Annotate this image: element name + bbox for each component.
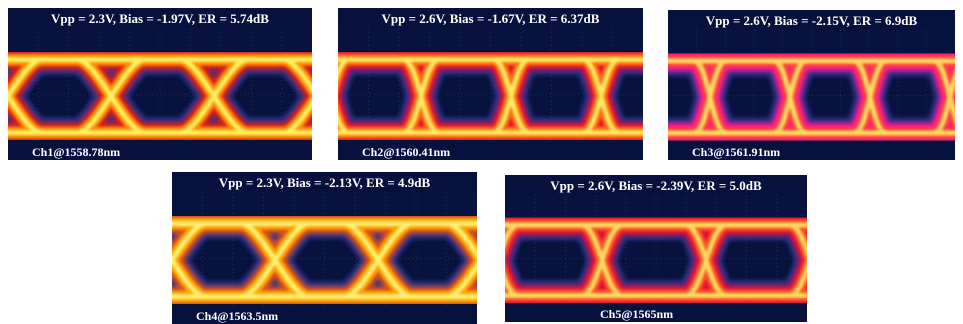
- channel-label: Ch1@1558.78nm: [32, 145, 120, 159]
- channel-label: Ch2@1560.41nm: [362, 145, 450, 159]
- channel-label: Ch5@1565nm: [600, 307, 673, 321]
- channel-label: Ch4@1563.5nm: [196, 309, 278, 323]
- panel-title: Vpp = 2.6V, Bias = -1.67V, ER = 6.37dB: [382, 11, 600, 26]
- panel-title: Vpp = 2.3V, Bias = -2.13V, ER = 4.9dB: [219, 175, 431, 190]
- panel-title: Vpp = 2.3V, Bias = -1.97V, ER = 5.74dB: [51, 11, 269, 26]
- panel-title: Vpp = 2.6V, Bias = -2.15V, ER = 6.9dB: [706, 13, 918, 28]
- channel-label: Ch3@1561.91nm: [692, 145, 780, 159]
- panel-title: Vpp = 2.6V, Bias = -2.39V, ER = 5.0dB: [550, 178, 762, 193]
- figure: Vpp = 2.3V, Bias = -1.97V, ER = 5.74dB Ch…: [0, 0, 963, 324]
